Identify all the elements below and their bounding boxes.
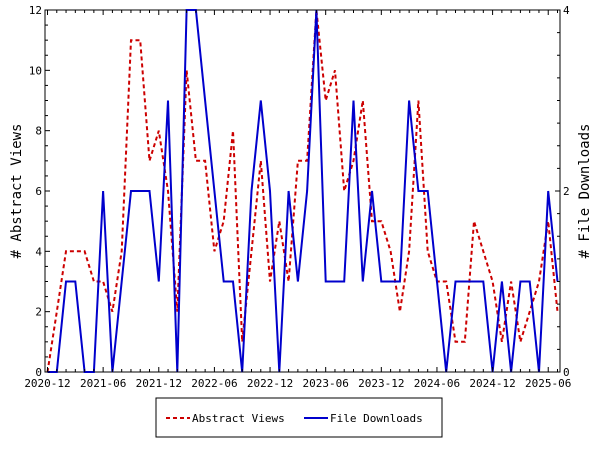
x-tick-label: 2021-12	[136, 377, 182, 390]
x-tick-label: 2020-12	[24, 377, 70, 390]
y-left-tick-label: 6	[35, 185, 42, 198]
y-left-tick-label: 4	[35, 245, 42, 258]
y-axis-right-title: # File Downloads	[577, 124, 593, 259]
x-tick-label: 2024-12	[469, 377, 515, 390]
x-tick-label: 2022-12	[247, 377, 293, 390]
x-tick-label: 2023-12	[358, 377, 404, 390]
y-left-tick-label: 0	[35, 366, 42, 379]
y-left-tick-label: 10	[29, 64, 42, 77]
x-tick-label: 2023-06	[303, 377, 349, 390]
x-tick-label: 2025-06	[525, 377, 571, 390]
y-left-tick-label: 8	[35, 125, 42, 138]
x-tick-label: 2022-06	[191, 377, 237, 390]
y-right-tick-label: 4	[563, 4, 570, 17]
series-layer	[46, 9, 559, 373]
y-right-tick-label: 0	[563, 366, 570, 379]
legend-label-file-downloads: File Downloads	[330, 412, 423, 425]
legend-box	[155, 397, 443, 438]
y-left-tick-label: 12	[29, 4, 42, 17]
legend: Abstract Views File Downloads	[155, 397, 443, 438]
plot-area	[44, 9, 561, 373]
y-axis-left-title: # Abstract Views	[9, 124, 25, 259]
legend-label-abstract-views: Abstract Views	[192, 412, 285, 425]
y-axis-right-ticks: 0 2 4	[555, 4, 570, 379]
x-tick-label: 2024-06	[414, 377, 460, 390]
series-line-file-downloads	[47, 9, 559, 373]
y-left-tick-label: 2	[35, 306, 42, 319]
x-axis-ticks: 2020-12 2021-06 2021-12 2022-06 2022-12 2023-…	[24, 10, 571, 390]
y-right-tick-label: 2	[563, 185, 570, 198]
y-axis-left-ticks: 0 2 4 6 8 10 12	[29, 4, 50, 379]
x-tick-label: 2021-06	[80, 377, 126, 390]
